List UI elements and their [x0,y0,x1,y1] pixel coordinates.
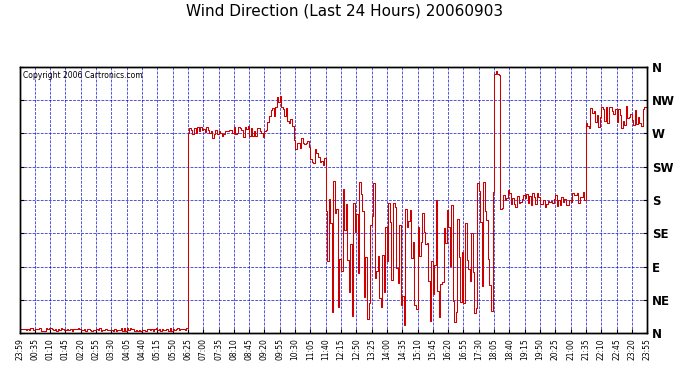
Text: Wind Direction (Last 24 Hours) 20060903: Wind Direction (Last 24 Hours) 20060903 [186,4,504,19]
Text: Copyright 2006 Cartronics.com: Copyright 2006 Cartronics.com [23,71,142,80]
